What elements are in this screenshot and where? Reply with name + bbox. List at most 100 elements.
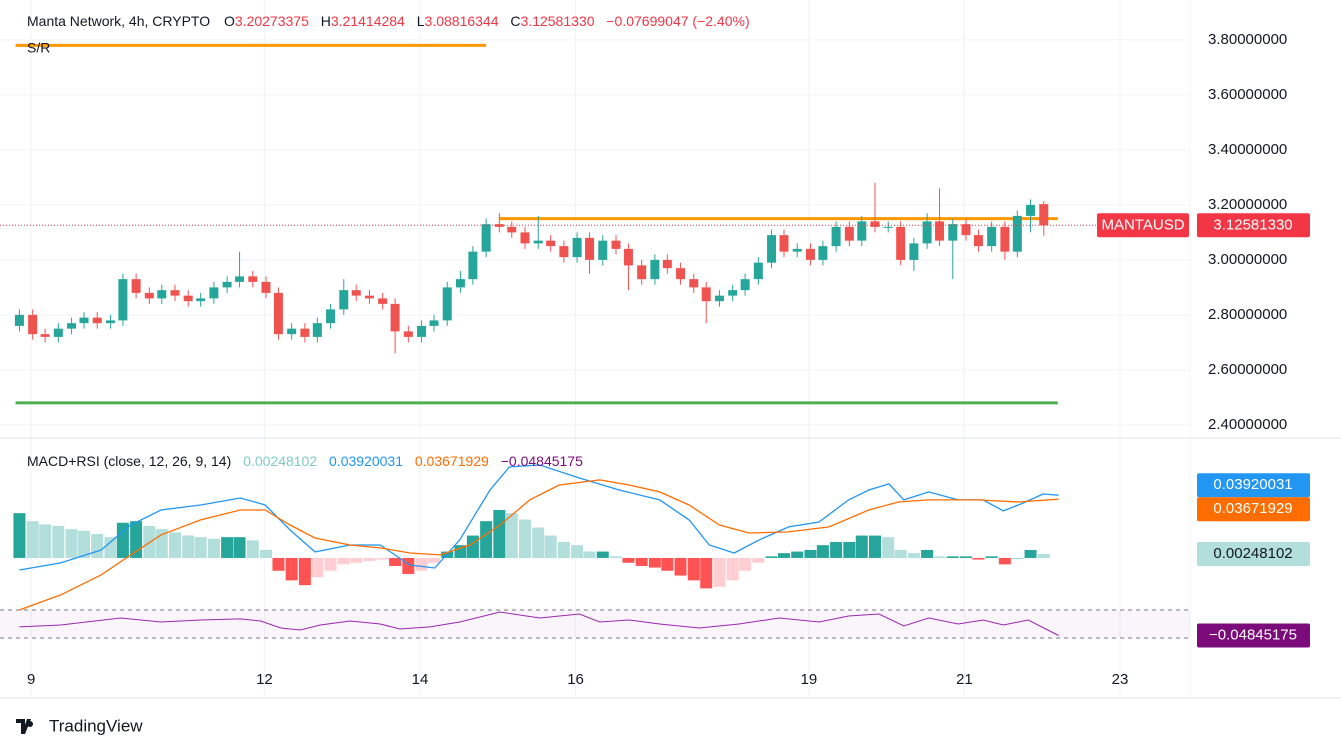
candle-body (183, 295, 193, 302)
candle-body (728, 290, 738, 296)
histogram-bar (532, 527, 545, 558)
indicator-header: MACD+RSI (close, 12, 26, 9, 14) 0.002481… (27, 453, 583, 469)
histogram-bar (661, 557, 674, 571)
histogram-bar (882, 537, 895, 558)
candle-body (300, 328, 310, 337)
candle-body (818, 246, 828, 260)
candle-body (637, 265, 647, 280)
candle-body (390, 303, 400, 332)
histogram-bar (272, 557, 285, 571)
candle-body (312, 323, 322, 337)
histogram-bar (78, 530, 90, 558)
candle-body (805, 248, 815, 260)
candle-body (92, 317, 102, 324)
indicator-line (19, 611, 1059, 636)
histogram-bar (946, 556, 959, 558)
candle-body (598, 240, 608, 260)
histogram-bar (363, 557, 376, 562)
candle-body (131, 279, 141, 293)
candle-body (961, 224, 971, 236)
histogram-bar (972, 557, 985, 560)
symbol-tag (1097, 213, 1189, 238)
candle-body (572, 237, 582, 258)
candle-body (973, 235, 983, 247)
histogram-bar (285, 557, 298, 581)
symbol-title: Manta Network, 4h, CRYPTO (27, 13, 210, 29)
histogram-bar (182, 535, 195, 558)
y-tick-label: 3.40000000 (1208, 141, 1287, 158)
y-tick-label: 3.00000000 (1208, 251, 1287, 268)
ohlc-value: 3.12581330 (521, 13, 595, 29)
candle-body (948, 224, 958, 241)
candle-body (364, 295, 374, 299)
histogram-bar (739, 557, 752, 571)
value-tag-text: 0.03920031 (1213, 476, 1292, 493)
histogram-bar (804, 549, 817, 558)
candle-body (144, 292, 154, 299)
candle-body (520, 232, 530, 244)
histogram-bar (207, 538, 220, 558)
candle-body (935, 221, 945, 241)
candle-body (248, 276, 258, 282)
value-tag (1197, 497, 1310, 522)
candle-body (196, 298, 206, 302)
candle-body (883, 226, 893, 228)
histogram-bar (91, 533, 104, 558)
candle-body (417, 325, 427, 337)
histogram-bar (454, 545, 467, 558)
histogram-bar (493, 509, 506, 558)
candle-body (273, 292, 283, 335)
marks (0, 43, 1190, 636)
ohlc-value: 3.21414284 (331, 13, 405, 29)
last-price-text: 3.12581330 (1213, 216, 1292, 233)
histogram-bar (998, 557, 1011, 565)
candle-body (611, 240, 621, 249)
histogram-bar (13, 513, 26, 558)
histogram-bar (65, 529, 78, 558)
y-tick-label: 2.60000000 (1208, 361, 1287, 378)
histogram-bar (1011, 557, 1024, 559)
header: Manta Network, 4h, CRYPTO O3.20273375 H3… (27, 13, 750, 29)
candle-body (857, 221, 867, 241)
candle-body (792, 248, 802, 252)
y-tick-label: 2.80000000 (1208, 306, 1287, 323)
labels: 9 12 14 16 19 21 23 2.40000000 2.60000000 2.80000… (27, 31, 1310, 688)
histogram-bar (921, 549, 934, 558)
y-tick-label: 2.40000000 (1208, 416, 1287, 433)
x-tick-label: 21 (956, 671, 973, 688)
candle-body (1039, 204, 1049, 226)
histogram-bar (596, 551, 609, 558)
histogram-bar (311, 557, 324, 578)
ohlc-value: 3.20273375 (235, 13, 309, 29)
candle-body (261, 281, 271, 293)
candle-body (28, 314, 38, 335)
candle-body (429, 320, 439, 326)
histogram-bar (350, 557, 363, 563)
candle-body (585, 237, 595, 260)
histogram-bar (960, 556, 972, 558)
brand-name: TradingView (49, 716, 143, 735)
histogram-bar (1037, 553, 1050, 558)
histogram-bar (894, 549, 907, 558)
candle-body (455, 279, 465, 288)
value-tag (1197, 473, 1310, 498)
candle-body (326, 309, 336, 324)
y-tick-label: 3.60000000 (1208, 86, 1287, 103)
x-tick-label: 16 (567, 671, 584, 688)
candle-body (740, 279, 750, 291)
symbol-tag-text: MANTAUSD (1101, 216, 1184, 233)
candle-body (779, 235, 789, 252)
histogram-bar (791, 551, 804, 558)
candle-body (662, 259, 672, 269)
ohlc-value: 3.08816344 (425, 13, 499, 29)
histogram-bar (700, 557, 713, 589)
histogram-bar (778, 553, 790, 558)
x-tick-label: 19 (801, 671, 818, 688)
candle-body (546, 240, 556, 247)
candle-body (1000, 226, 1010, 252)
indicator-line (19, 464, 1059, 571)
histogram-bar (104, 537, 117, 558)
histogram-bar (337, 557, 350, 565)
histogram-bar (830, 541, 843, 558)
value-tag-text: −0.04845175 (1209, 626, 1297, 643)
